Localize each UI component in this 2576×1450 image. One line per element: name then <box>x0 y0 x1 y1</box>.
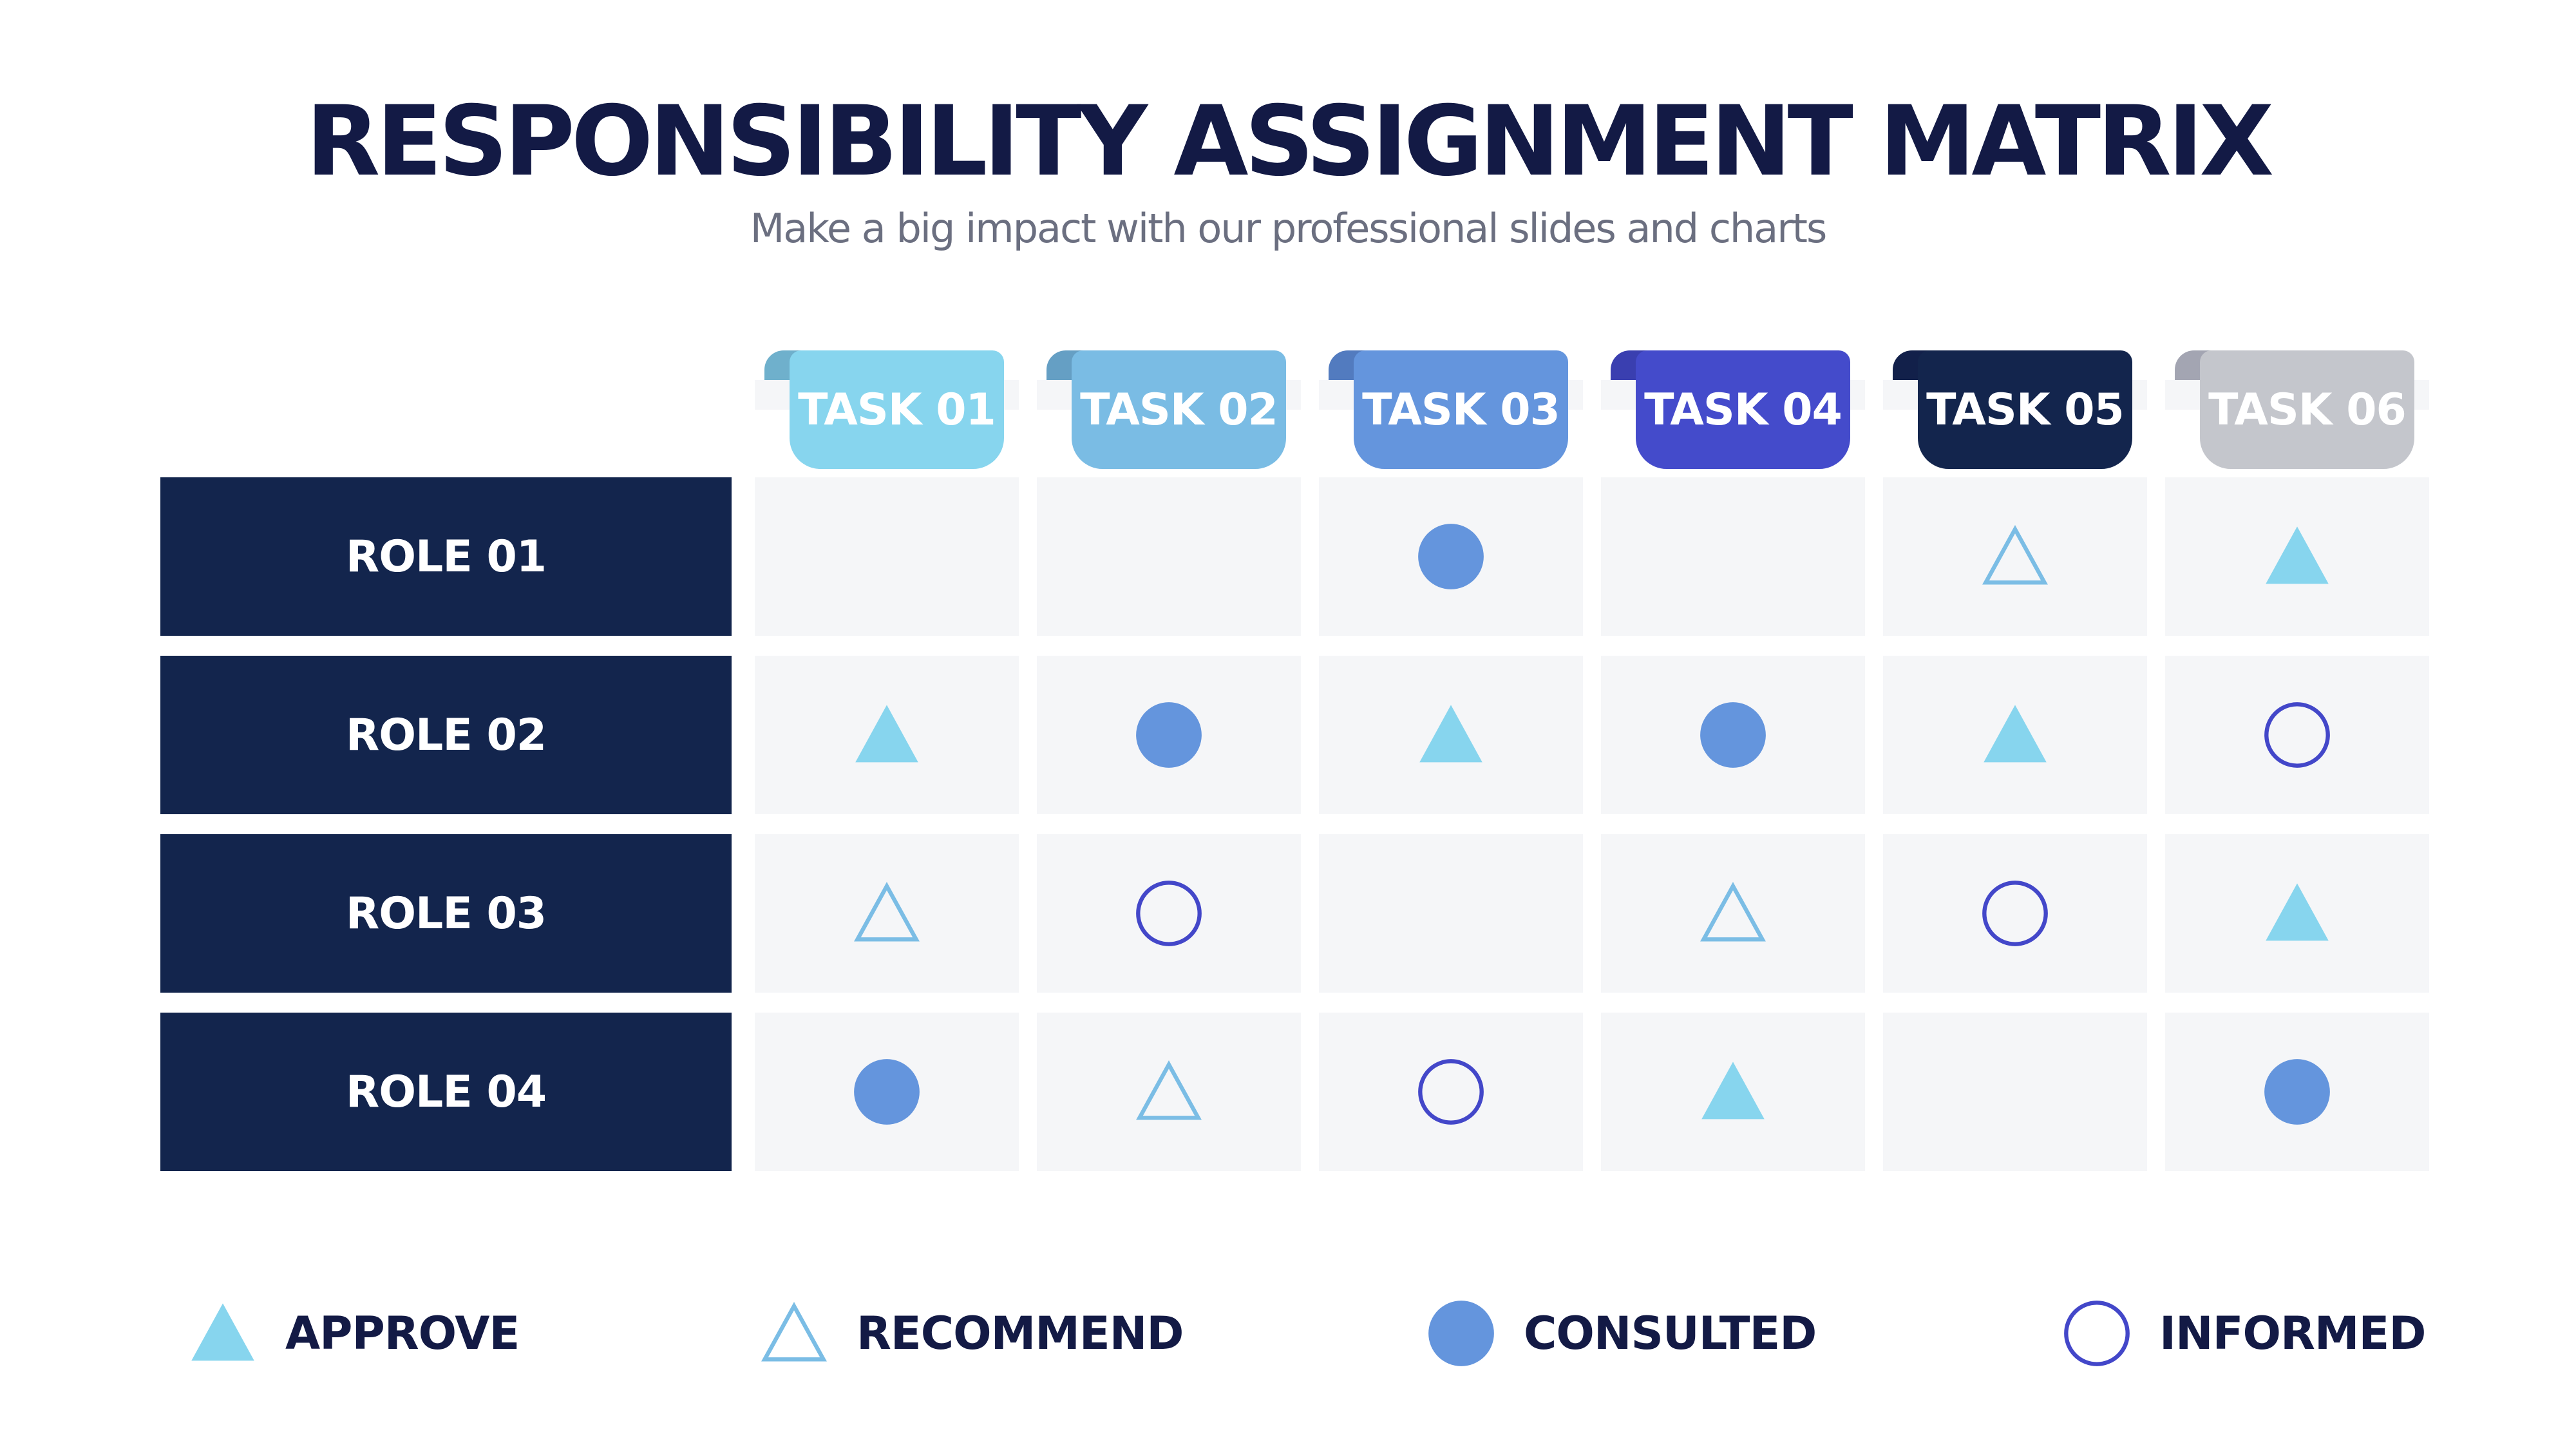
outline-circle-icon <box>2064 1301 2130 1366</box>
outline-circle-icon <box>1418 1059 1484 1125</box>
matrix-cell <box>1601 1013 1865 1171</box>
task-header: TASK 04 <box>1636 350 1850 469</box>
legend-item-recommend: RECOMMEND <box>760 1298 1184 1369</box>
outline-circle-icon <box>1136 881 1202 946</box>
filled-triangle-icon <box>855 705 918 763</box>
matrix-cell <box>1601 477 1865 636</box>
matrix-cell <box>1883 656 2147 814</box>
matrix-cell <box>2165 1013 2429 1171</box>
matrix-cell <box>1883 1013 2147 1171</box>
outline-triangle-icon <box>1136 1060 1202 1120</box>
filled-triangle-icon <box>2266 526 2329 584</box>
filled-triangle-icon <box>2266 883 2329 941</box>
matrix-cell <box>1319 477 1583 636</box>
matrix-cell <box>1319 656 1583 814</box>
matrix-cell <box>1319 834 1583 993</box>
matrix-cell <box>1037 477 1301 636</box>
filled-circle-icon <box>2264 1059 2330 1125</box>
outline-triangle-icon <box>1700 882 1766 942</box>
outline-triangle-icon <box>1982 525 2048 585</box>
filled-triangle-icon <box>1419 705 1482 763</box>
matrix-cell <box>755 477 1019 636</box>
legend-label: INFORMED <box>2159 1307 2426 1360</box>
task-header: TASK 05 <box>1918 350 2132 469</box>
legend-item-approve: APPROVE <box>189 1298 520 1369</box>
legend-item-informed: INFORMED <box>2063 1298 2426 1369</box>
role-label: ROLE 04 <box>160 1013 732 1171</box>
matrix-cell <box>1319 1013 1583 1171</box>
filled-circle-icon <box>1700 702 1766 768</box>
matrix-cell <box>1883 834 2147 993</box>
role-label: ROLE 01 <box>160 477 732 636</box>
legend-label: CONSULTED <box>1524 1307 1817 1360</box>
filled-circle-icon <box>1428 1301 1494 1366</box>
matrix-cell <box>755 834 1019 993</box>
outline-circle-icon <box>1982 881 2048 946</box>
task-header: TASK 02 <box>1072 350 1286 469</box>
filled-triangle-icon <box>1701 1062 1765 1120</box>
page-title: RESPONSIBILITY ASSIGNMENT MATRIX <box>305 86 2274 198</box>
matrix-cell <box>2165 656 2429 814</box>
filled-circle-icon <box>854 1059 920 1125</box>
legend-item-consulted: CONSULTED <box>1427 1298 1817 1369</box>
task-header: TASK 01 <box>790 350 1004 469</box>
task-header: TASK 06 <box>2200 350 2414 469</box>
matrix-cell <box>755 1013 1019 1171</box>
filled-triangle-icon <box>191 1303 254 1361</box>
page-subtitle: Make a big impact with our professional … <box>750 205 1828 252</box>
matrix-cell <box>1037 834 1301 993</box>
matrix-cell <box>1601 834 1865 993</box>
filled-triangle-icon <box>1984 705 2047 763</box>
matrix-cell <box>755 656 1019 814</box>
task-header: TASK 03 <box>1354 350 1568 469</box>
matrix-cell <box>1601 656 1865 814</box>
matrix-cell <box>2165 834 2429 993</box>
matrix-cell <box>1037 1013 1301 1171</box>
outline-circle-icon <box>2264 702 2330 768</box>
role-label: ROLE 02 <box>160 656 732 814</box>
legend-label: APPROVE <box>285 1307 520 1360</box>
matrix-cell <box>1883 477 2147 636</box>
outline-triangle-icon <box>761 1302 827 1362</box>
outline-triangle-icon <box>854 882 920 942</box>
matrix-cell <box>1037 656 1301 814</box>
role-label: ROLE 03 <box>160 834 732 993</box>
legend-label: RECOMMEND <box>857 1307 1184 1360</box>
matrix-cell <box>2165 477 2429 636</box>
filled-circle-icon <box>1418 524 1484 589</box>
filled-circle-icon <box>1136 702 1202 768</box>
